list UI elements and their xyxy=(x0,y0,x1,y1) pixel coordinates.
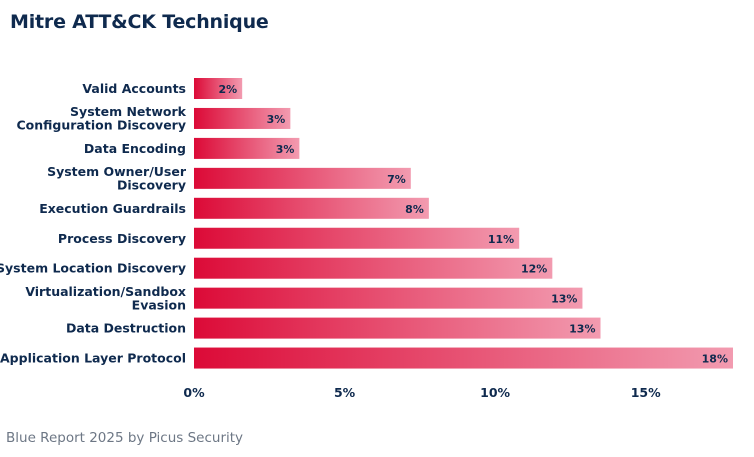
x-tick-label: 10% xyxy=(480,385,510,400)
category-label: Data Encoding xyxy=(84,141,186,156)
bar xyxy=(194,227,520,249)
x-tick-label: 0% xyxy=(183,385,205,400)
category-label: Valid Accounts xyxy=(82,81,186,96)
bar xyxy=(194,197,429,219)
category-label: Application Layer Protocol xyxy=(0,351,186,366)
category-label: System Network Configuration Discovery xyxy=(16,104,186,133)
data-label: 13% xyxy=(551,293,577,306)
bar xyxy=(194,317,601,339)
bar xyxy=(194,257,553,279)
bar xyxy=(194,107,291,129)
x-tick-label: 5% xyxy=(334,385,356,400)
x-tick-label: 15% xyxy=(631,385,661,400)
bar-chart: Valid Accounts System Network Configuratio… xyxy=(0,78,733,400)
bar xyxy=(194,167,411,189)
data-label: 3% xyxy=(267,113,286,126)
data-label: 11% xyxy=(488,233,514,246)
bar xyxy=(194,287,583,309)
source-footer: Blue Report 2025 by Picus Security xyxy=(6,430,244,446)
data-label: 3% xyxy=(276,143,295,156)
data-label: 18% xyxy=(702,353,728,366)
category-label: Virtualization/Sandbox Evasion xyxy=(25,284,186,313)
bar xyxy=(194,78,243,99)
category-label: System Location Discovery xyxy=(0,261,186,276)
data-label: 8% xyxy=(405,203,424,216)
bar xyxy=(194,347,733,369)
data-label: 12% xyxy=(521,263,547,276)
chart-title: Mitre ATT&CK Technique xyxy=(10,11,269,33)
category-label: Process Discovery xyxy=(58,231,186,246)
category-label: Execution Guardrails xyxy=(39,201,186,216)
data-label: 13% xyxy=(569,323,595,336)
category-label: System Owner/User Discovery xyxy=(47,164,187,193)
category-label: Data Destruction xyxy=(66,321,186,336)
data-label: 7% xyxy=(387,173,406,186)
bar xyxy=(194,137,300,159)
data-label: 2% xyxy=(218,83,237,96)
